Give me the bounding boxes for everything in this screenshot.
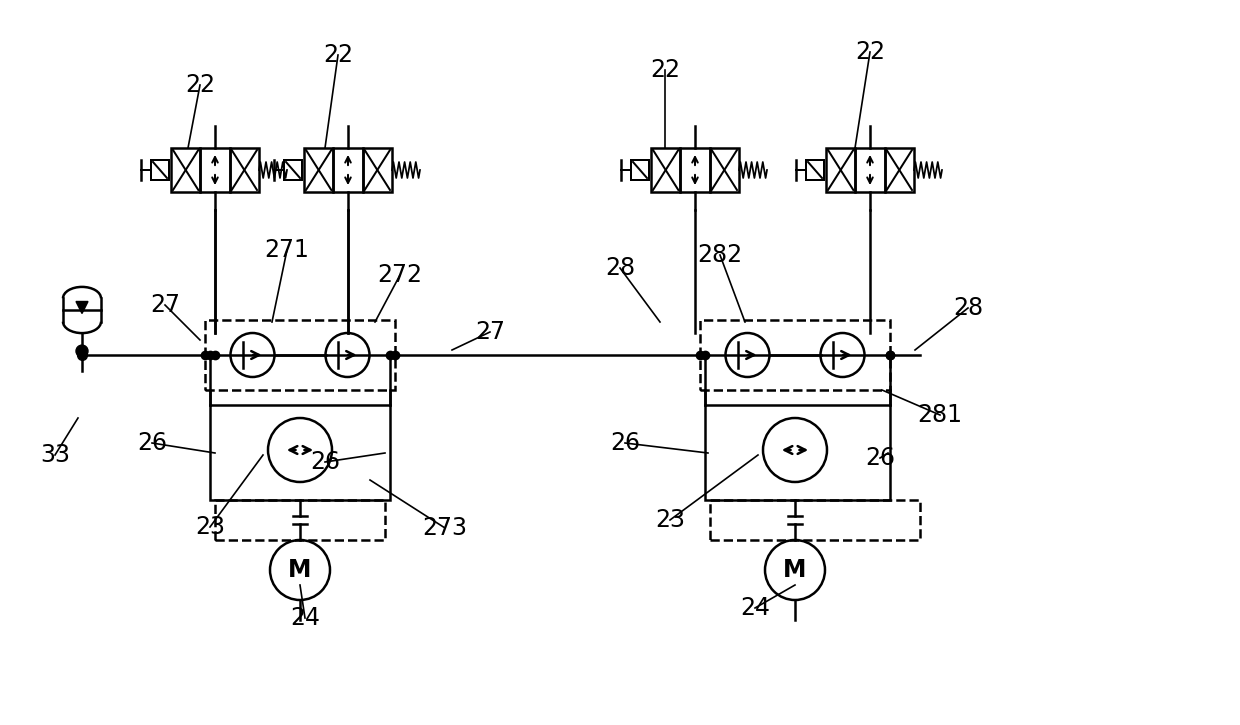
Text: 27: 27 (150, 293, 180, 317)
Bar (884, 148, 914, 192)
Bar (205, 320, 396, 390)
Bar (215, 500, 384, 540)
Text: 23: 23 (195, 515, 224, 539)
Bar (706, 405, 890, 500)
Text: 281: 281 (918, 403, 962, 427)
Text: 22: 22 (856, 40, 885, 64)
Bar (201, 148, 229, 192)
Text: 271: 271 (264, 238, 310, 262)
Bar (362, 148, 392, 192)
Text: 26: 26 (866, 446, 895, 470)
Bar (856, 148, 884, 192)
Text: 24: 24 (290, 606, 320, 630)
Bar (709, 148, 739, 192)
Text: 28: 28 (952, 296, 983, 320)
Text: 26: 26 (610, 431, 640, 455)
Text: 26: 26 (136, 431, 167, 455)
Text: 22: 22 (185, 73, 215, 97)
Bar (681, 148, 709, 192)
Bar (229, 148, 259, 192)
Text: M: M (289, 558, 311, 582)
Text: M: M (784, 558, 807, 582)
Text: 28: 28 (605, 256, 635, 280)
Text: 22: 22 (650, 58, 680, 82)
Text: 273: 273 (423, 516, 467, 540)
Bar (334, 148, 362, 192)
Bar (304, 148, 334, 192)
Polygon shape (76, 302, 88, 313)
Bar (701, 320, 890, 390)
Text: 26: 26 (310, 450, 340, 474)
Circle shape (76, 345, 88, 357)
Bar (631, 160, 649, 180)
Text: 272: 272 (377, 263, 423, 287)
Text: 33: 33 (40, 443, 69, 467)
Text: 24: 24 (740, 596, 770, 620)
Bar (651, 148, 681, 192)
Bar (151, 160, 169, 180)
Bar (711, 500, 920, 540)
Bar (806, 160, 825, 180)
Bar (826, 148, 856, 192)
Text: 27: 27 (475, 320, 505, 344)
Text: 22: 22 (322, 43, 353, 67)
Bar (284, 160, 303, 180)
Text: 282: 282 (697, 243, 743, 267)
Bar (210, 405, 391, 500)
Bar (171, 148, 201, 192)
Text: 23: 23 (655, 508, 684, 532)
